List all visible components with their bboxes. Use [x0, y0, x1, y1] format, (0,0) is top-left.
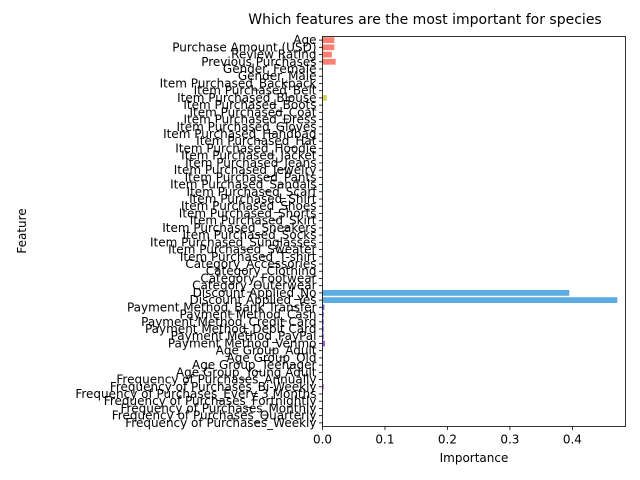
- bar: [322, 311, 324, 318]
- y-tick-label: Item Purchased_Skirt: [190, 214, 317, 228]
- y-tick-label: Discount Applied_No: [193, 286, 317, 300]
- bar: [322, 340, 325, 347]
- bar: [322, 51, 332, 58]
- y-tick-label: Item Purchased_Sunglasses: [150, 235, 317, 249]
- y-tick-label: Item Purchased_Socks: [183, 228, 317, 242]
- y-tick-label: Payment Method_Cash: [180, 308, 317, 322]
- bar: [322, 58, 336, 65]
- y-tick-label: Item Purchased_Scarf: [187, 185, 318, 199]
- y-tick-label: Frequency of Purchases_Monthly: [121, 401, 317, 415]
- y-tick-label: Purchase Amount (USD): [172, 40, 316, 54]
- y-tick-label: Age Group_Young Adult: [176, 365, 317, 379]
- y-tick-label: Item Purchased_Handbag: [163, 127, 316, 141]
- y-tick-label: Item Purchased_Sneakers: [162, 221, 316, 235]
- y-tick-label: Item Purchased_Coat: [189, 105, 316, 119]
- y-tick-label: Frequency of Purchases_Every 3 Months: [75, 387, 316, 401]
- axes-frame: [322, 36, 626, 427]
- y-tick-label: Age Group_Old: [227, 351, 317, 365]
- y-tick-label: Item Purchased_Hat: [196, 134, 317, 148]
- y-tick-label: Item Purchased_Pants: [185, 170, 317, 184]
- y-tick-label: Item Purchased_T-shirt: [180, 250, 317, 264]
- x-tick-label: 0.4: [563, 433, 582, 447]
- y-tick-label: Item Purchased_Blouse: [177, 91, 316, 105]
- y-tick-label: Item Purchased_Dress: [183, 113, 316, 127]
- x-tick-label: 0.0: [313, 433, 332, 447]
- bar: [322, 37, 335, 43]
- y-tick-label: Age: [293, 33, 316, 47]
- bar: [322, 326, 324, 332]
- y-tick-label: Item Purchased_Hoodie: [175, 141, 316, 155]
- y-tick-label: Category_Footwear: [200, 271, 316, 285]
- y-tick-label: Item Purchased_Shirt: [189, 192, 317, 206]
- y-tick-label: Review Rating: [231, 48, 316, 62]
- y-tick-label: Discount Applied_Yes: [190, 293, 317, 307]
- bar: [322, 383, 324, 390]
- y-tick-label: Payment Method_Debit Card: [145, 322, 317, 336]
- bar: [322, 44, 335, 51]
- y-tick-label: Item Purchased_Jacket: [181, 149, 317, 163]
- y-tick-label: Gender_Male: [238, 69, 317, 83]
- y-tick-label: Payment Method_PayPal: [171, 329, 317, 343]
- y-tick-label: Category_Accessories: [185, 257, 316, 271]
- y-tick-label: Payment Method_Credit Card: [141, 315, 316, 329]
- y-tick-label: Item Purchased_Boots: [183, 98, 316, 112]
- y-tick-label: Frequency of Purchases_Bi-Weekly: [110, 380, 317, 394]
- bar: [322, 95, 327, 101]
- y-tick-label: Age Group_Adult: [216, 344, 317, 358]
- x-tick-label: 0.1: [375, 433, 394, 447]
- y-tick-label: Item Purchased_Shoes: [181, 199, 316, 213]
- x-tick-label: 0.3: [500, 433, 519, 447]
- chart-title: Which features are the most important fo…: [248, 12, 601, 28]
- bar: [322, 297, 618, 303]
- bars-group: [322, 37, 618, 426]
- y-tick-label: Frequency of Purchases_Quarterly: [112, 409, 317, 423]
- bar: [322, 304, 325, 311]
- y-tick-label: Item Purchased_Jewelry: [174, 163, 317, 177]
- y-tick-label: Item Purchased_Sandals: [170, 178, 316, 192]
- y-tick-label: Item Purchased_Jeans: [185, 156, 316, 170]
- y-tick-label: Frequency of Purchases_Annually: [116, 373, 316, 387]
- y-tick-label: Age Group_Teenager: [192, 358, 317, 372]
- y-tick-label: Item Purchased_Gloves: [177, 120, 317, 134]
- bar: [322, 290, 570, 296]
- y-tick-label: Frequency of Purchases_Weekly: [125, 416, 316, 430]
- x-tick-label: 0.2: [438, 433, 457, 447]
- y-tick-label: Item Purchased_Shorts: [179, 206, 317, 220]
- y-tick-label: Category_Outerwear: [192, 279, 316, 293]
- bar: [322, 318, 324, 325]
- bar: [322, 333, 324, 340]
- y-axis-label: Feature: [15, 208, 29, 253]
- y-tick-label: Gender_Female: [223, 62, 317, 76]
- y-tick-label: Item Purchased_Backpack: [160, 76, 317, 90]
- y-tick-label: Payment Method_Venmo: [168, 336, 317, 350]
- y-tick-label: Category_Clothing: [206, 264, 317, 278]
- y-tick-label: Previous Purchases: [201, 55, 316, 69]
- y-tick-label: Item Purchased_Belt: [194, 84, 317, 98]
- y-tick-label: Payment Method_Bank Transfer: [127, 300, 317, 314]
- x-axis-ticks: 0.0 0.1 0.2 0.3 0.4: [313, 426, 582, 447]
- y-tick-label: Item Purchased_Sweater: [168, 243, 316, 257]
- x-axis-label: Importance: [440, 451, 509, 465]
- y-tick-label: Frequency of Purchases_Fortnightly: [104, 394, 317, 408]
